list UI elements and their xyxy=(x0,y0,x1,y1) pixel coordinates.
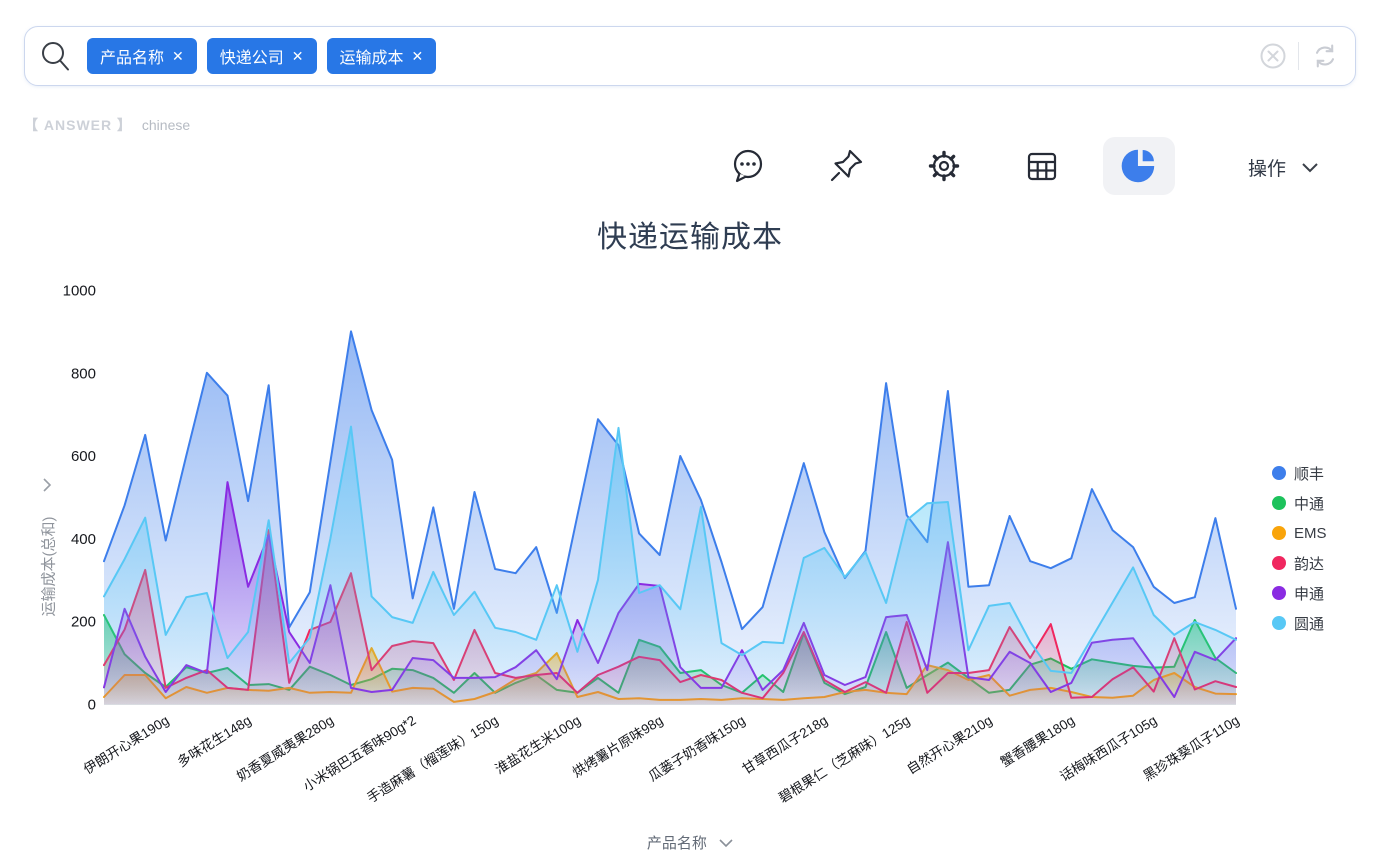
chart-title: 快递运输成本 xyxy=(597,221,783,254)
action-label: 操作 xyxy=(1248,159,1287,180)
pie-chart-icon[interactable] xyxy=(1103,137,1175,195)
legend-dot xyxy=(1272,466,1286,480)
search-bar[interactable]: 产品名称 ✕ 快递公司 ✕ 运输成本 ✕ xyxy=(24,26,1356,86)
legend-label: EMS xyxy=(1294,524,1327,542)
chart-legend: 顺丰 中通 EMS 韵达 申通 圆通 xyxy=(1272,458,1327,638)
legend-item-ems[interactable]: EMS xyxy=(1272,518,1327,548)
filter-chips: 产品名称 ✕ 快递公司 ✕ 运输成本 ✕ xyxy=(87,38,437,74)
y-tick-label: 800 xyxy=(71,365,96,382)
answer-label: 【 ANSWER 】 xyxy=(24,117,132,133)
y-tick-label: 1000 xyxy=(63,283,96,300)
legend-label: 圆通 xyxy=(1294,615,1325,633)
legend-dot xyxy=(1272,496,1286,510)
x-tick-label: 手造麻薯（榴莲味）150g xyxy=(364,713,500,806)
legend-item-yunda[interactable]: 韵达 xyxy=(1272,548,1327,578)
filter-chip-product-name[interactable]: 产品名称 ✕ xyxy=(87,38,197,74)
y-tick-label: 0 xyxy=(88,697,96,714)
x-tick-label: 多味花生148g xyxy=(174,712,254,770)
answer-language: chinese xyxy=(141,117,191,133)
legend-dot xyxy=(1272,526,1286,540)
legend-item-shunfeng[interactable]: 顺丰 xyxy=(1272,458,1327,488)
chip-label: 产品名称 xyxy=(100,50,165,67)
chip-close-icon[interactable]: ✕ xyxy=(291,47,304,64)
legend-label: 申通 xyxy=(1294,585,1325,603)
x-tick-label: 伊朗开心果190g xyxy=(81,713,172,777)
answer-breadcrumb: 【 ANSWER 】 chinese xyxy=(24,115,190,135)
gear-icon[interactable] xyxy=(924,146,964,186)
table-icon[interactable] xyxy=(1022,146,1062,186)
chip-close-icon[interactable]: ✕ xyxy=(411,47,424,64)
divider xyxy=(1298,42,1299,70)
legend-label: 韵达 xyxy=(1294,555,1325,573)
legend-label: 顺丰 xyxy=(1294,465,1325,483)
chevron-down-icon xyxy=(719,839,733,848)
line-series-顺丰[interactable] xyxy=(103,330,1237,631)
chip-label: 快递公司 xyxy=(219,50,284,67)
area-series-圆通[interactable] xyxy=(104,426,1236,704)
y-axis-name[interactable]: 运输成本(总和) xyxy=(40,516,58,617)
x-tick-label: 蟹香腰果180g xyxy=(998,713,1077,770)
axis-chevron-icon[interactable] xyxy=(42,478,52,492)
x-tick-label: 自然开心果210g xyxy=(904,712,995,777)
legend-dot xyxy=(1272,586,1286,600)
filter-chip-transport-cost[interactable]: 运输成本 ✕ xyxy=(326,38,437,74)
x-axis-name-label: 产品名称 xyxy=(646,835,707,852)
chip-label: 运输成本 xyxy=(339,50,404,67)
filter-chip-courier-company[interactable]: 快递公司 ✕ xyxy=(206,38,317,74)
chip-close-icon[interactable]: ✕ xyxy=(172,47,184,64)
chevron-down-icon xyxy=(1302,162,1318,172)
legend-dot xyxy=(1272,616,1286,630)
legend-item-zhongtong[interactable]: 中通 xyxy=(1272,488,1327,518)
pin-icon[interactable] xyxy=(826,146,866,186)
legend-item-yuantong[interactable]: 圆通 xyxy=(1272,608,1327,638)
line-series-圆通[interactable] xyxy=(103,425,1237,674)
comment-icon[interactable] xyxy=(728,146,768,186)
y-tick-label: 400 xyxy=(71,531,96,548)
x-axis-name[interactable]: 产品名称 xyxy=(0,832,1380,853)
legend-dot xyxy=(1272,556,1286,570)
legend-label: 中通 xyxy=(1294,495,1325,513)
x-tick-label: 碧根果仁（芝麻味）125g xyxy=(776,713,912,806)
legend-item-shentong[interactable]: 申通 xyxy=(1272,578,1327,608)
y-tick-label: 600 xyxy=(71,448,96,465)
y-tick-label: 200 xyxy=(71,614,96,631)
refresh-icon[interactable] xyxy=(1309,40,1341,72)
clear-search-icon[interactable] xyxy=(1258,41,1288,71)
action-dropdown[interactable]: 操作 xyxy=(1248,154,1318,181)
search-icon xyxy=(42,42,69,71)
